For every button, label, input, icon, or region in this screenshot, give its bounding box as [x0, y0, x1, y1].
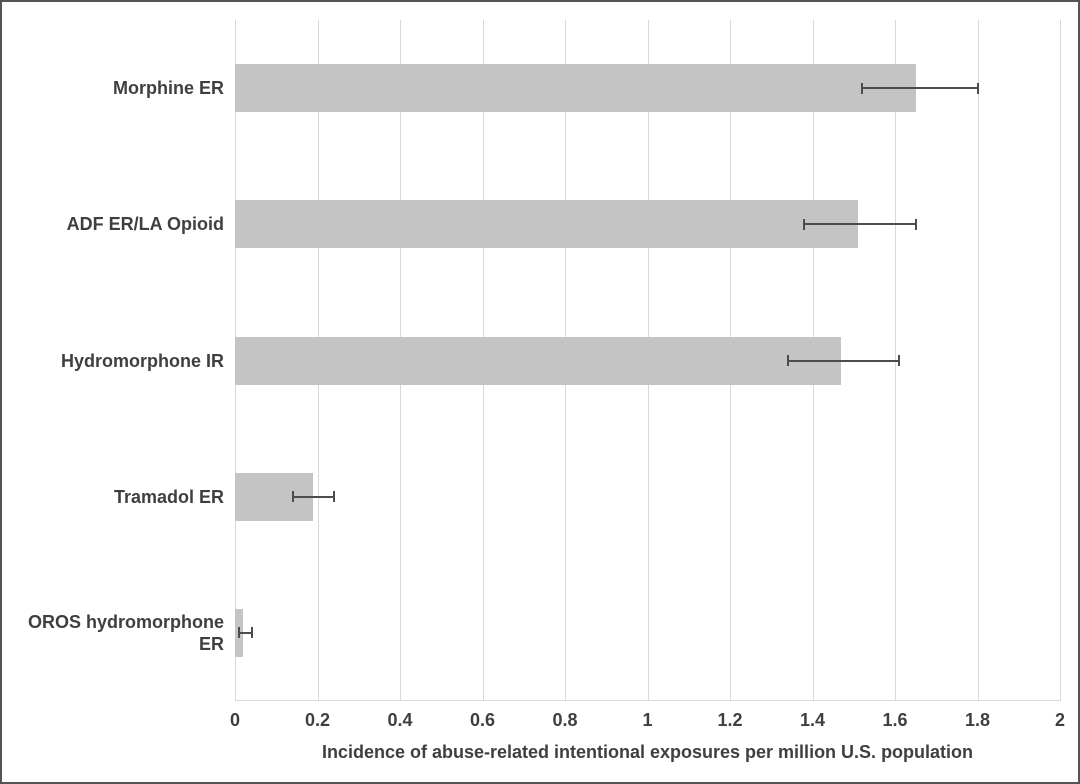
x-tick-label: 1.2 — [717, 710, 743, 730]
errorbar-cap — [861, 82, 863, 94]
x-axis-line — [235, 700, 1060, 701]
errorbar-line — [862, 87, 978, 90]
errorbar-cap — [291, 491, 294, 503]
x-tick-label: 1.8 — [964, 710, 991, 730]
x-tick-label: 1.6 — [882, 710, 908, 730]
errorbar-line — [239, 631, 252, 634]
errorbar-cap — [250, 627, 253, 639]
x-tick-label: 0.8 — [552, 710, 578, 730]
x-axis-title: Incidence of abuse-related intentional e… — [321, 742, 974, 762]
x-tick-label: 1 — [642, 710, 653, 730]
x-tick-label: 0 — [229, 710, 241, 730]
errorbar-line — [292, 495, 334, 498]
category-label: Hydromorphone IR — [60, 350, 224, 371]
errorbar-line — [787, 359, 900, 362]
errorbar-cap — [238, 627, 241, 639]
errorbar-cap — [914, 218, 917, 230]
errorbar-cap — [898, 355, 901, 366]
category-label: Tramadol ER — [113, 486, 224, 507]
gridline — [977, 20, 979, 701]
errorbar-cap — [333, 491, 335, 503]
plot-area — [235, 20, 1061, 701]
errorbar-line — [804, 223, 916, 226]
errorbar-cap — [803, 218, 806, 230]
category-label: OROS hydromorphone ER — [27, 611, 224, 654]
gridline — [1060, 20, 1061, 701]
x-tick-label: 0.4 — [387, 710, 413, 730]
bar — [235, 64, 916, 113]
x-tick-label: 2 — [1054, 710, 1066, 730]
x-tick-label: 0.2 — [304, 710, 331, 730]
errorbar-cap — [976, 82, 979, 94]
bar — [235, 200, 858, 249]
bar — [235, 336, 842, 385]
errorbar-cap — [786, 355, 789, 366]
category-label: ADF ER/LA Opioid — [66, 214, 224, 235]
x-tick-label: 1.4 — [799, 710, 826, 730]
x-tick-label: 0.6 — [469, 710, 496, 730]
category-label: Morphine ER — [113, 78, 224, 99]
